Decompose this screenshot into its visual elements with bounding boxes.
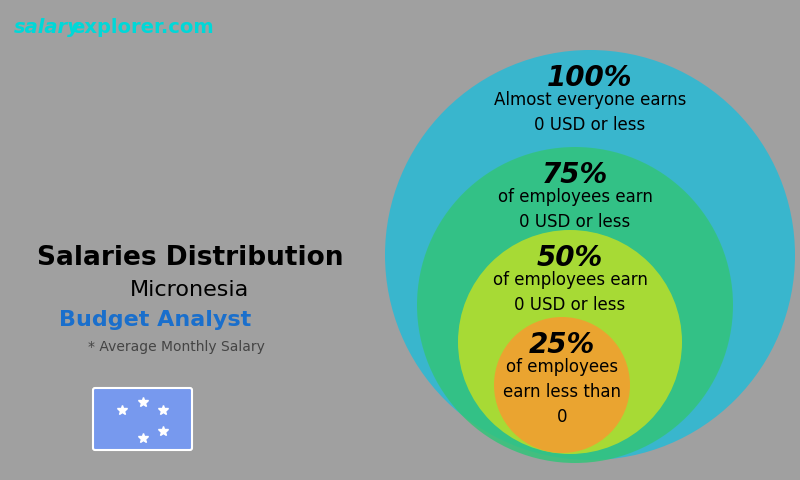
Text: * Average Monthly Salary: * Average Monthly Salary: [88, 340, 265, 354]
Circle shape: [458, 230, 682, 454]
Text: 50%: 50%: [537, 244, 603, 272]
Text: of employees earn
0 USD or less: of employees earn 0 USD or less: [493, 271, 647, 314]
Circle shape: [417, 147, 733, 463]
Text: 25%: 25%: [529, 331, 595, 359]
Text: Micronesia: Micronesia: [130, 280, 250, 300]
Text: 75%: 75%: [542, 161, 608, 189]
Text: Budget Analyst: Budget Analyst: [59, 310, 251, 330]
Text: of employees
earn less than
0: of employees earn less than 0: [503, 358, 621, 426]
FancyBboxPatch shape: [93, 388, 192, 450]
Text: Salaries Distribution: Salaries Distribution: [37, 245, 343, 271]
Text: salary: salary: [14, 18, 81, 37]
Circle shape: [494, 317, 630, 453]
Circle shape: [385, 50, 795, 460]
Text: 100%: 100%: [547, 64, 633, 92]
Text: of employees earn
0 USD or less: of employees earn 0 USD or less: [498, 188, 653, 231]
Text: explorer.com: explorer.com: [71, 18, 214, 37]
Text: Almost everyone earns
0 USD or less: Almost everyone earns 0 USD or less: [494, 91, 686, 134]
